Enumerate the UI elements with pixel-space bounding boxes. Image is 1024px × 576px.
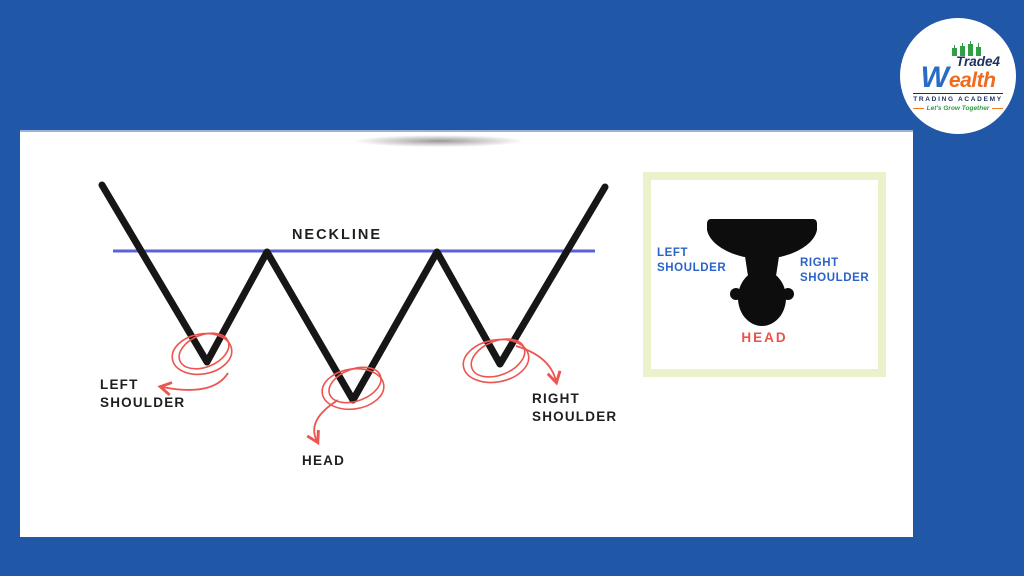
inset-left-shoulder-line2: SHOULDER [657, 261, 727, 274]
brand-name-main: Wealth [921, 63, 996, 93]
brand-name-top: Trade4 [955, 53, 1000, 69]
brand-motto-row: Let's Grow Together [912, 104, 1004, 112]
head-label: HEAD [302, 453, 345, 468]
inset-right-shoulder-line1: RIGHT [800, 257, 839, 269]
inverted-bust-silhouette [707, 219, 817, 326]
motto-dash-left [912, 107, 924, 109]
motto-dash-right [992, 107, 1004, 109]
right-shoulder-circle [462, 338, 530, 384]
diagram-card: NECKLINE LEFT SHOULDER HE [20, 130, 913, 537]
inset-head-label: HEAD [741, 330, 788, 345]
left-shoulder-arrow [157, 372, 229, 396]
right-shoulder-label-line2: SHOULDER [532, 409, 617, 424]
neckline-label: NECKLINE [292, 227, 382, 243]
head-arrow [306, 399, 339, 446]
left-shoulder-circle [171, 332, 233, 376]
price-pattern-line [98, 181, 609, 404]
candlestick-icon [952, 40, 981, 56]
brand-motto: Let's Grow Together [926, 104, 990, 112]
head-circle [321, 366, 385, 411]
brand-tagline: TRADING ACADEMY [913, 92, 1003, 103]
inset-panel: LEFT SHOULDER RIGHT SHOULDER HEAD [643, 172, 886, 377]
inset-left-shoulder-label: LEFT SHOULDER [657, 246, 726, 276]
inset-right-shoulder-label: RIGHT SHOULDER [800, 256, 869, 286]
inset-right-shoulder-line2: SHOULDER [800, 271, 870, 284]
pattern-diagram: NECKLINE LEFT SHOULDER HE [98, 181, 617, 468]
right-shoulder-arrow [515, 345, 562, 386]
brand-rest: ealth [948, 69, 996, 92]
inset-left-shoulder-line1: LEFT [657, 247, 689, 259]
right-shoulder-label-line1: RIGHT [532, 391, 580, 406]
left-shoulder-label-line1: LEFT [100, 377, 139, 392]
left-shoulder-label-line2: SHOULDER [100, 395, 185, 410]
brand-initial: W [920, 61, 949, 94]
brand-logo: Trade4 Wealth TRADING ACADEMY Let's Grow… [900, 18, 1016, 134]
